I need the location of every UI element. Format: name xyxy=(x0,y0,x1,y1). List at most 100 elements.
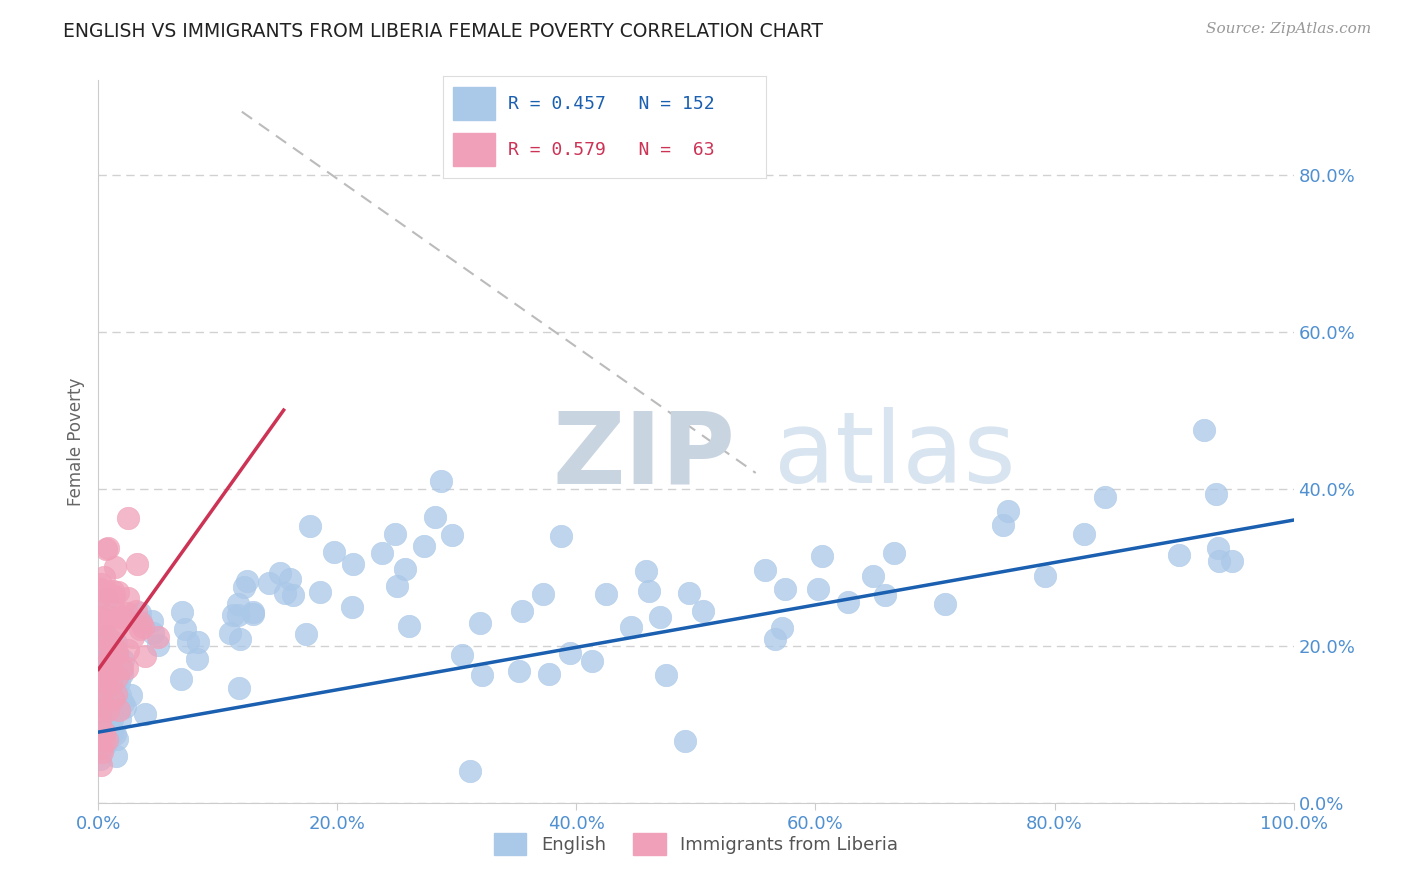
Point xyxy=(280,572,302,586)
Point xyxy=(90,745,112,759)
Point xyxy=(125,558,148,572)
Point xyxy=(98,650,121,665)
Point xyxy=(96,591,118,606)
Point xyxy=(96,585,118,599)
Point xyxy=(103,668,125,682)
Point xyxy=(134,648,156,663)
Point xyxy=(105,645,128,659)
Point xyxy=(91,675,114,690)
Point xyxy=(97,634,120,648)
Point xyxy=(93,570,115,584)
Point xyxy=(229,632,252,646)
Point xyxy=(340,600,363,615)
Point xyxy=(226,598,249,612)
Point xyxy=(104,727,127,741)
Point xyxy=(103,589,125,603)
Point xyxy=(89,646,111,660)
Point xyxy=(90,660,112,674)
Point xyxy=(111,696,134,710)
Point xyxy=(636,564,658,578)
Point xyxy=(89,683,111,698)
Point xyxy=(581,654,603,668)
Point xyxy=(89,669,111,683)
Point xyxy=(1206,541,1229,556)
Point xyxy=(91,664,114,678)
Point xyxy=(105,687,128,701)
Point xyxy=(170,672,193,686)
Point xyxy=(174,622,197,636)
Point xyxy=(673,734,696,748)
Point xyxy=(934,597,956,611)
Point xyxy=(837,595,859,609)
Point xyxy=(89,686,111,700)
Point xyxy=(309,584,332,599)
Point xyxy=(186,652,208,666)
Point xyxy=(398,619,420,633)
Point xyxy=(997,503,1019,517)
Point xyxy=(1205,487,1227,501)
Point xyxy=(131,619,153,633)
Point xyxy=(242,605,264,619)
Point xyxy=(93,714,115,729)
Point xyxy=(100,719,122,733)
Point xyxy=(97,703,120,717)
Point xyxy=(508,664,530,678)
Point xyxy=(93,733,115,747)
Point xyxy=(108,688,131,702)
Point xyxy=(129,615,152,629)
Point xyxy=(141,614,163,628)
Point xyxy=(692,603,714,617)
Point xyxy=(883,546,905,560)
Point xyxy=(100,721,122,735)
Point xyxy=(458,764,481,778)
Point xyxy=(101,725,124,739)
Point xyxy=(242,607,264,621)
Point xyxy=(93,641,115,656)
Point xyxy=(678,585,700,599)
Point xyxy=(107,703,129,717)
Point xyxy=(90,686,112,700)
Point xyxy=(537,667,560,681)
Point xyxy=(100,694,122,708)
Point xyxy=(111,666,134,681)
Point xyxy=(111,653,134,667)
Text: Source: ZipAtlas.com: Source: ZipAtlas.com xyxy=(1205,22,1371,37)
Point xyxy=(94,682,117,697)
Point xyxy=(101,713,124,727)
Text: ZIP: ZIP xyxy=(553,408,735,505)
Point xyxy=(89,686,111,700)
Point xyxy=(221,608,243,623)
Point xyxy=(120,688,142,702)
Point xyxy=(98,651,121,665)
Point xyxy=(91,699,114,714)
Text: ENGLISH VS IMMIGRANTS FROM LIBERIA FEMALE POVERTY CORRELATION CHART: ENGLISH VS IMMIGRANTS FROM LIBERIA FEMAL… xyxy=(63,22,824,41)
Point xyxy=(101,655,124,669)
Point xyxy=(96,653,118,667)
Point xyxy=(770,621,793,635)
Text: atlas: atlas xyxy=(773,408,1015,505)
Point xyxy=(103,619,125,633)
Point xyxy=(94,651,117,665)
Point xyxy=(90,674,112,689)
Point xyxy=(94,738,117,752)
Point xyxy=(259,576,281,591)
Point xyxy=(754,563,776,577)
Point xyxy=(89,706,111,720)
Point xyxy=(105,748,128,763)
Point xyxy=(114,700,136,714)
Point xyxy=(236,574,259,588)
Point xyxy=(93,686,115,700)
Legend: English, Immigrants from Liberia: English, Immigrants from Liberia xyxy=(486,826,905,863)
Point xyxy=(558,646,581,660)
Point xyxy=(763,632,786,647)
Point xyxy=(101,694,124,708)
Point xyxy=(91,618,114,632)
Point xyxy=(117,511,139,525)
Point xyxy=(384,527,406,541)
Point xyxy=(90,758,112,772)
Point xyxy=(423,509,446,524)
Point xyxy=(103,602,125,616)
Point xyxy=(90,640,112,655)
Point xyxy=(121,630,143,644)
Point xyxy=(142,626,165,640)
